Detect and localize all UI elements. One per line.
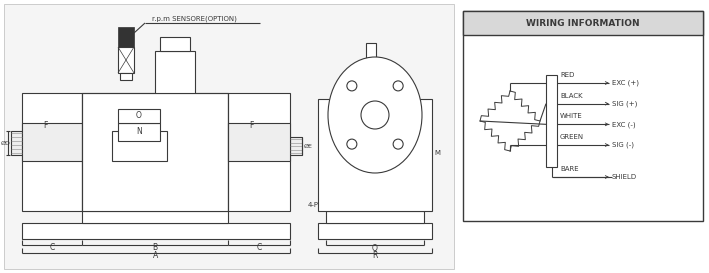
Text: M: M	[434, 150, 440, 156]
Bar	[118, 47, 134, 73]
Text: F: F	[249, 120, 253, 129]
Text: GREEN: GREEN	[560, 134, 584, 140]
Bar	[228, 93, 290, 211]
Text: 4-P: 4-P	[308, 202, 319, 208]
Bar	[118, 27, 134, 47]
Bar	[112, 131, 167, 161]
Bar	[118, 123, 160, 141]
Circle shape	[347, 81, 357, 91]
Bar	[82, 93, 228, 211]
Text: SIG (-): SIG (-)	[612, 142, 634, 148]
Bar	[11, 131, 22, 155]
Bar	[22, 93, 82, 211]
Bar	[4, 4, 454, 269]
Bar	[120, 73, 132, 80]
Text: F: F	[43, 120, 48, 129]
Text: WIRING INFORMATION: WIRING INFORMATION	[526, 19, 640, 28]
Circle shape	[393, 81, 403, 91]
Text: N: N	[136, 127, 142, 136]
Text: A: A	[153, 251, 159, 260]
Text: SIG (+): SIG (+)	[612, 100, 637, 107]
Bar	[361, 73, 381, 99]
Circle shape	[361, 101, 389, 129]
Bar	[318, 223, 432, 239]
Bar	[118, 109, 160, 123]
Bar	[22, 123, 82, 161]
Bar	[326, 211, 424, 223]
Bar	[366, 43, 376, 63]
Bar	[463, 11, 703, 221]
Ellipse shape	[328, 57, 422, 173]
Text: ØE: ØE	[304, 144, 313, 149]
Text: EXC (-): EXC (-)	[612, 121, 636, 127]
Text: C: C	[50, 244, 55, 253]
Bar	[82, 211, 228, 223]
Bar	[364, 63, 378, 73]
Text: SHIELD: SHIELD	[612, 174, 637, 180]
Text: B: B	[152, 244, 157, 253]
Text: R: R	[372, 251, 378, 260]
Text: C: C	[257, 244, 262, 253]
Text: r.p.m SENSORE(OPTION): r.p.m SENSORE(OPTION)	[152, 16, 237, 22]
Text: EXC (+): EXC (+)	[612, 80, 639, 86]
Bar	[546, 75, 557, 167]
Text: WHITE: WHITE	[560, 113, 583, 119]
Bar	[155, 51, 195, 93]
Bar	[290, 137, 302, 155]
Text: BLACK: BLACK	[560, 93, 583, 99]
Text: Q: Q	[372, 244, 378, 253]
Text: ØD: ØD	[1, 141, 11, 146]
Bar	[160, 37, 190, 51]
Bar	[463, 11, 703, 35]
Circle shape	[347, 139, 357, 149]
Bar	[318, 99, 432, 211]
Text: RED: RED	[560, 72, 574, 78]
Text: O: O	[136, 111, 142, 120]
Text: BARE: BARE	[560, 166, 579, 172]
Circle shape	[393, 139, 403, 149]
Bar	[228, 123, 290, 161]
Bar	[22, 223, 290, 239]
